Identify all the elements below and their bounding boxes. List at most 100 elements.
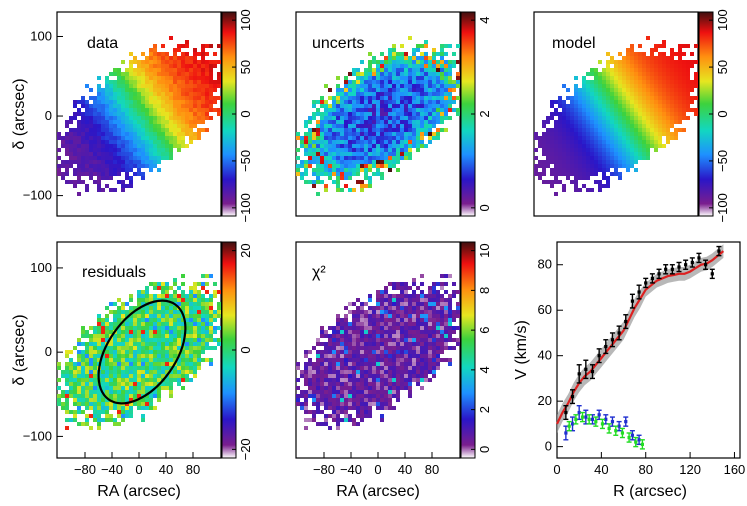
map-pixel [690,80,694,84]
map-pixel [392,374,396,378]
map-pixel [400,350,404,354]
map-pixel [149,366,153,370]
map-pixel [416,362,420,366]
map-pixel [165,148,169,152]
map-pixel [658,72,662,76]
map-pixel [129,326,133,330]
map-pixel [93,386,97,390]
data-point [670,267,674,271]
map-pixel [125,120,129,124]
map-pixel [145,108,149,112]
map-pixel [189,290,193,294]
map-pixel [452,338,456,342]
map-pixel [436,282,440,286]
map-pixel [618,72,622,76]
map-pixel [428,88,432,92]
map-pixel [121,410,125,414]
map-pixel [384,330,388,334]
map-pixel [542,144,546,148]
map-pixel [101,318,105,322]
map-pixel [185,302,189,306]
map-pixel [376,156,380,160]
map-pixel [328,132,332,136]
map-pixel [312,128,316,132]
map-pixel [562,188,566,192]
map-pixel [169,358,173,362]
map-pixel [682,52,686,56]
map-pixel [312,418,316,422]
map-pixel [662,104,666,108]
map-pixel [193,354,197,358]
map-pixel [618,88,622,92]
map-pixel [602,88,606,92]
map-pixel [153,294,157,298]
map-pixel [117,92,121,96]
map-pixel [392,350,396,354]
y-tick-label: 100 [30,28,52,43]
map-pixel [312,386,316,390]
map-pixel [121,160,125,164]
map-pixel [388,104,392,108]
map-pixel [400,366,404,370]
map-pixel [169,330,173,334]
map-pixel [452,64,456,68]
map-pixel [189,128,193,132]
map-pixel [392,152,396,156]
map-pixel [356,394,360,398]
map-pixel [125,176,129,180]
map-pixel [622,80,626,84]
map-pixel [440,72,444,76]
map-pixel [578,112,582,116]
map-pixel [332,366,336,370]
map-pixel [416,48,420,52]
map-pixel [368,124,372,128]
map-pixel [622,108,626,112]
map-pixel [141,172,145,176]
map-pixel [217,96,221,100]
map-pixel [137,314,141,318]
map-pixel [396,322,400,326]
map-pixel [149,294,153,298]
map-pixel [181,100,185,104]
map-pixel [650,144,654,148]
map-pixel [113,394,117,398]
map-pixel [340,88,344,92]
map-pixel [582,100,586,104]
map-pixel [356,168,360,172]
map-pixel [554,136,558,140]
map-pixel [622,104,626,108]
map-pixel [73,374,77,378]
map-pixel [316,112,320,116]
map-pixel [141,370,145,374]
map-pixel [332,156,336,160]
map-pixel [368,164,372,168]
map-pixel [153,286,157,290]
map-pixel [121,398,125,402]
map-pixel [566,120,570,124]
map-pixel [570,104,574,108]
map-pixel [340,402,344,406]
map-pixel [320,410,324,414]
map-pixel [368,60,372,64]
map-pixel [554,176,558,180]
map-pixel [61,176,65,180]
map-pixel [376,116,380,120]
map-pixel [538,136,542,140]
map-pixel [93,140,97,144]
data-point [717,249,721,253]
map-pixel [141,144,145,148]
map-pixel [157,346,161,350]
map-pixel [380,72,384,76]
map-pixel [420,334,424,338]
map-pixel [618,132,622,136]
map-pixel [181,116,185,120]
map-pixel [193,374,197,378]
map-pixel [546,128,550,132]
map-pixel [364,72,368,76]
map-pixel [388,322,392,326]
map-pixel [348,168,352,172]
map-pixel [137,76,141,80]
map-pixel [145,92,149,96]
map-pixel [304,172,308,176]
map-pixel [169,144,173,148]
